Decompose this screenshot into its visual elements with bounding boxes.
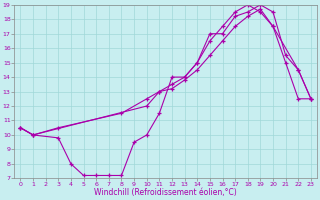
X-axis label: Windchill (Refroidissement éolien,°C): Windchill (Refroidissement éolien,°C) xyxy=(94,188,237,197)
